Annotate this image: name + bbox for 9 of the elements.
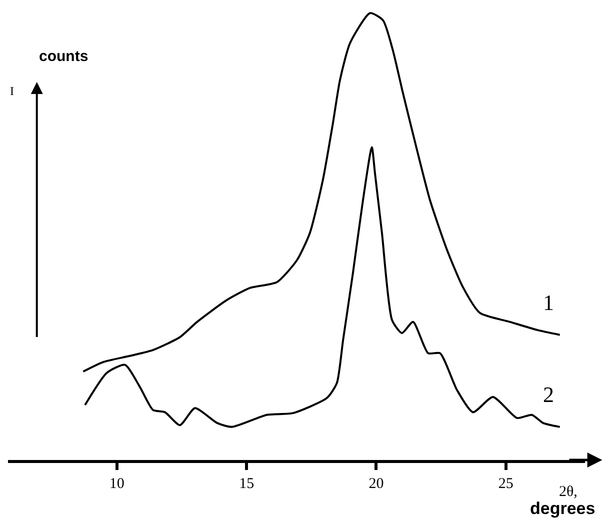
annotation: I [10,84,14,98]
y-axis-title: counts [39,48,88,65]
x-axis-title: 2θ, degrees [530,484,596,518]
x-tick-label: 15 [239,476,254,492]
series-label: 1 [543,290,554,315]
x-tick-label: 10 [109,476,124,492]
x-tick-label: 20 [368,476,384,492]
x-tick-label: 25 [498,476,514,492]
series-label: 2 [543,382,554,407]
